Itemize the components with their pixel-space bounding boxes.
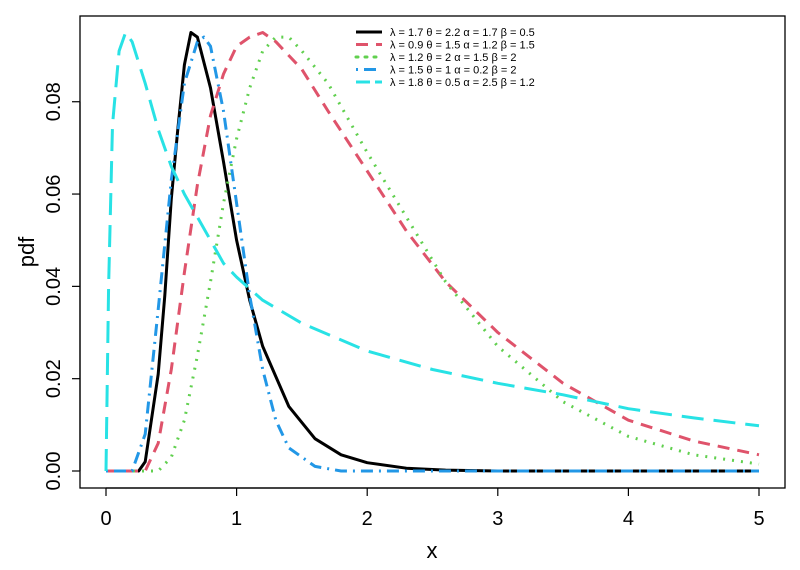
y-tick-label: 0.08 — [43, 82, 65, 121]
y-tick-label: 0.00 — [43, 452, 65, 491]
x-tick-label: 2 — [362, 508, 373, 530]
legend-label: λ = 0.9 θ = 1.5 α = 1.2 β = 1.5 — [390, 40, 535, 52]
y-axis-title: pdf — [14, 236, 39, 267]
series-line-5 — [104, 31, 760, 472]
legend-label: λ = 1.7 θ = 2.2 α = 1.7 β = 0.5 — [390, 27, 535, 39]
x-axis: 0 1 2 3 4 5 — [100, 487, 765, 530]
x-axis-title: x — [427, 538, 438, 563]
y-tick-label: 0.04 — [43, 267, 65, 306]
legend-label: λ = 1.8 θ = 0.5 α = 2.5 β = 1.2 — [390, 77, 535, 89]
series-line-2 — [106, 31, 760, 473]
y-tick-label: 0.06 — [43, 175, 65, 214]
x-tick-label: 1 — [231, 508, 242, 530]
legend: λ = 1.7 θ = 2.2 α = 1.7 β = 0.5λ = 0.9 θ… — [354, 27, 535, 89]
y-axis: 0.00 0.02 0.04 0.06 0.08 — [43, 82, 81, 491]
y-tick-label: 0.02 — [43, 359, 65, 398]
series-line-1 — [106, 31, 759, 473]
series-line-4 — [106, 35, 759, 473]
legend-label: λ = 1.5 θ = 1 α = 0.2 β = 2 — [390, 65, 516, 77]
series-group — [104, 31, 760, 473]
x-tick-label: 5 — [753, 508, 764, 530]
x-tick-label: 4 — [623, 508, 634, 530]
x-tick-label: 3 — [492, 508, 503, 530]
series-line-3 — [106, 35, 760, 473]
legend-label: λ = 1.2 θ = 2 α = 1.5 β = 2 — [390, 52, 516, 64]
x-tick-label: 0 — [100, 508, 111, 530]
